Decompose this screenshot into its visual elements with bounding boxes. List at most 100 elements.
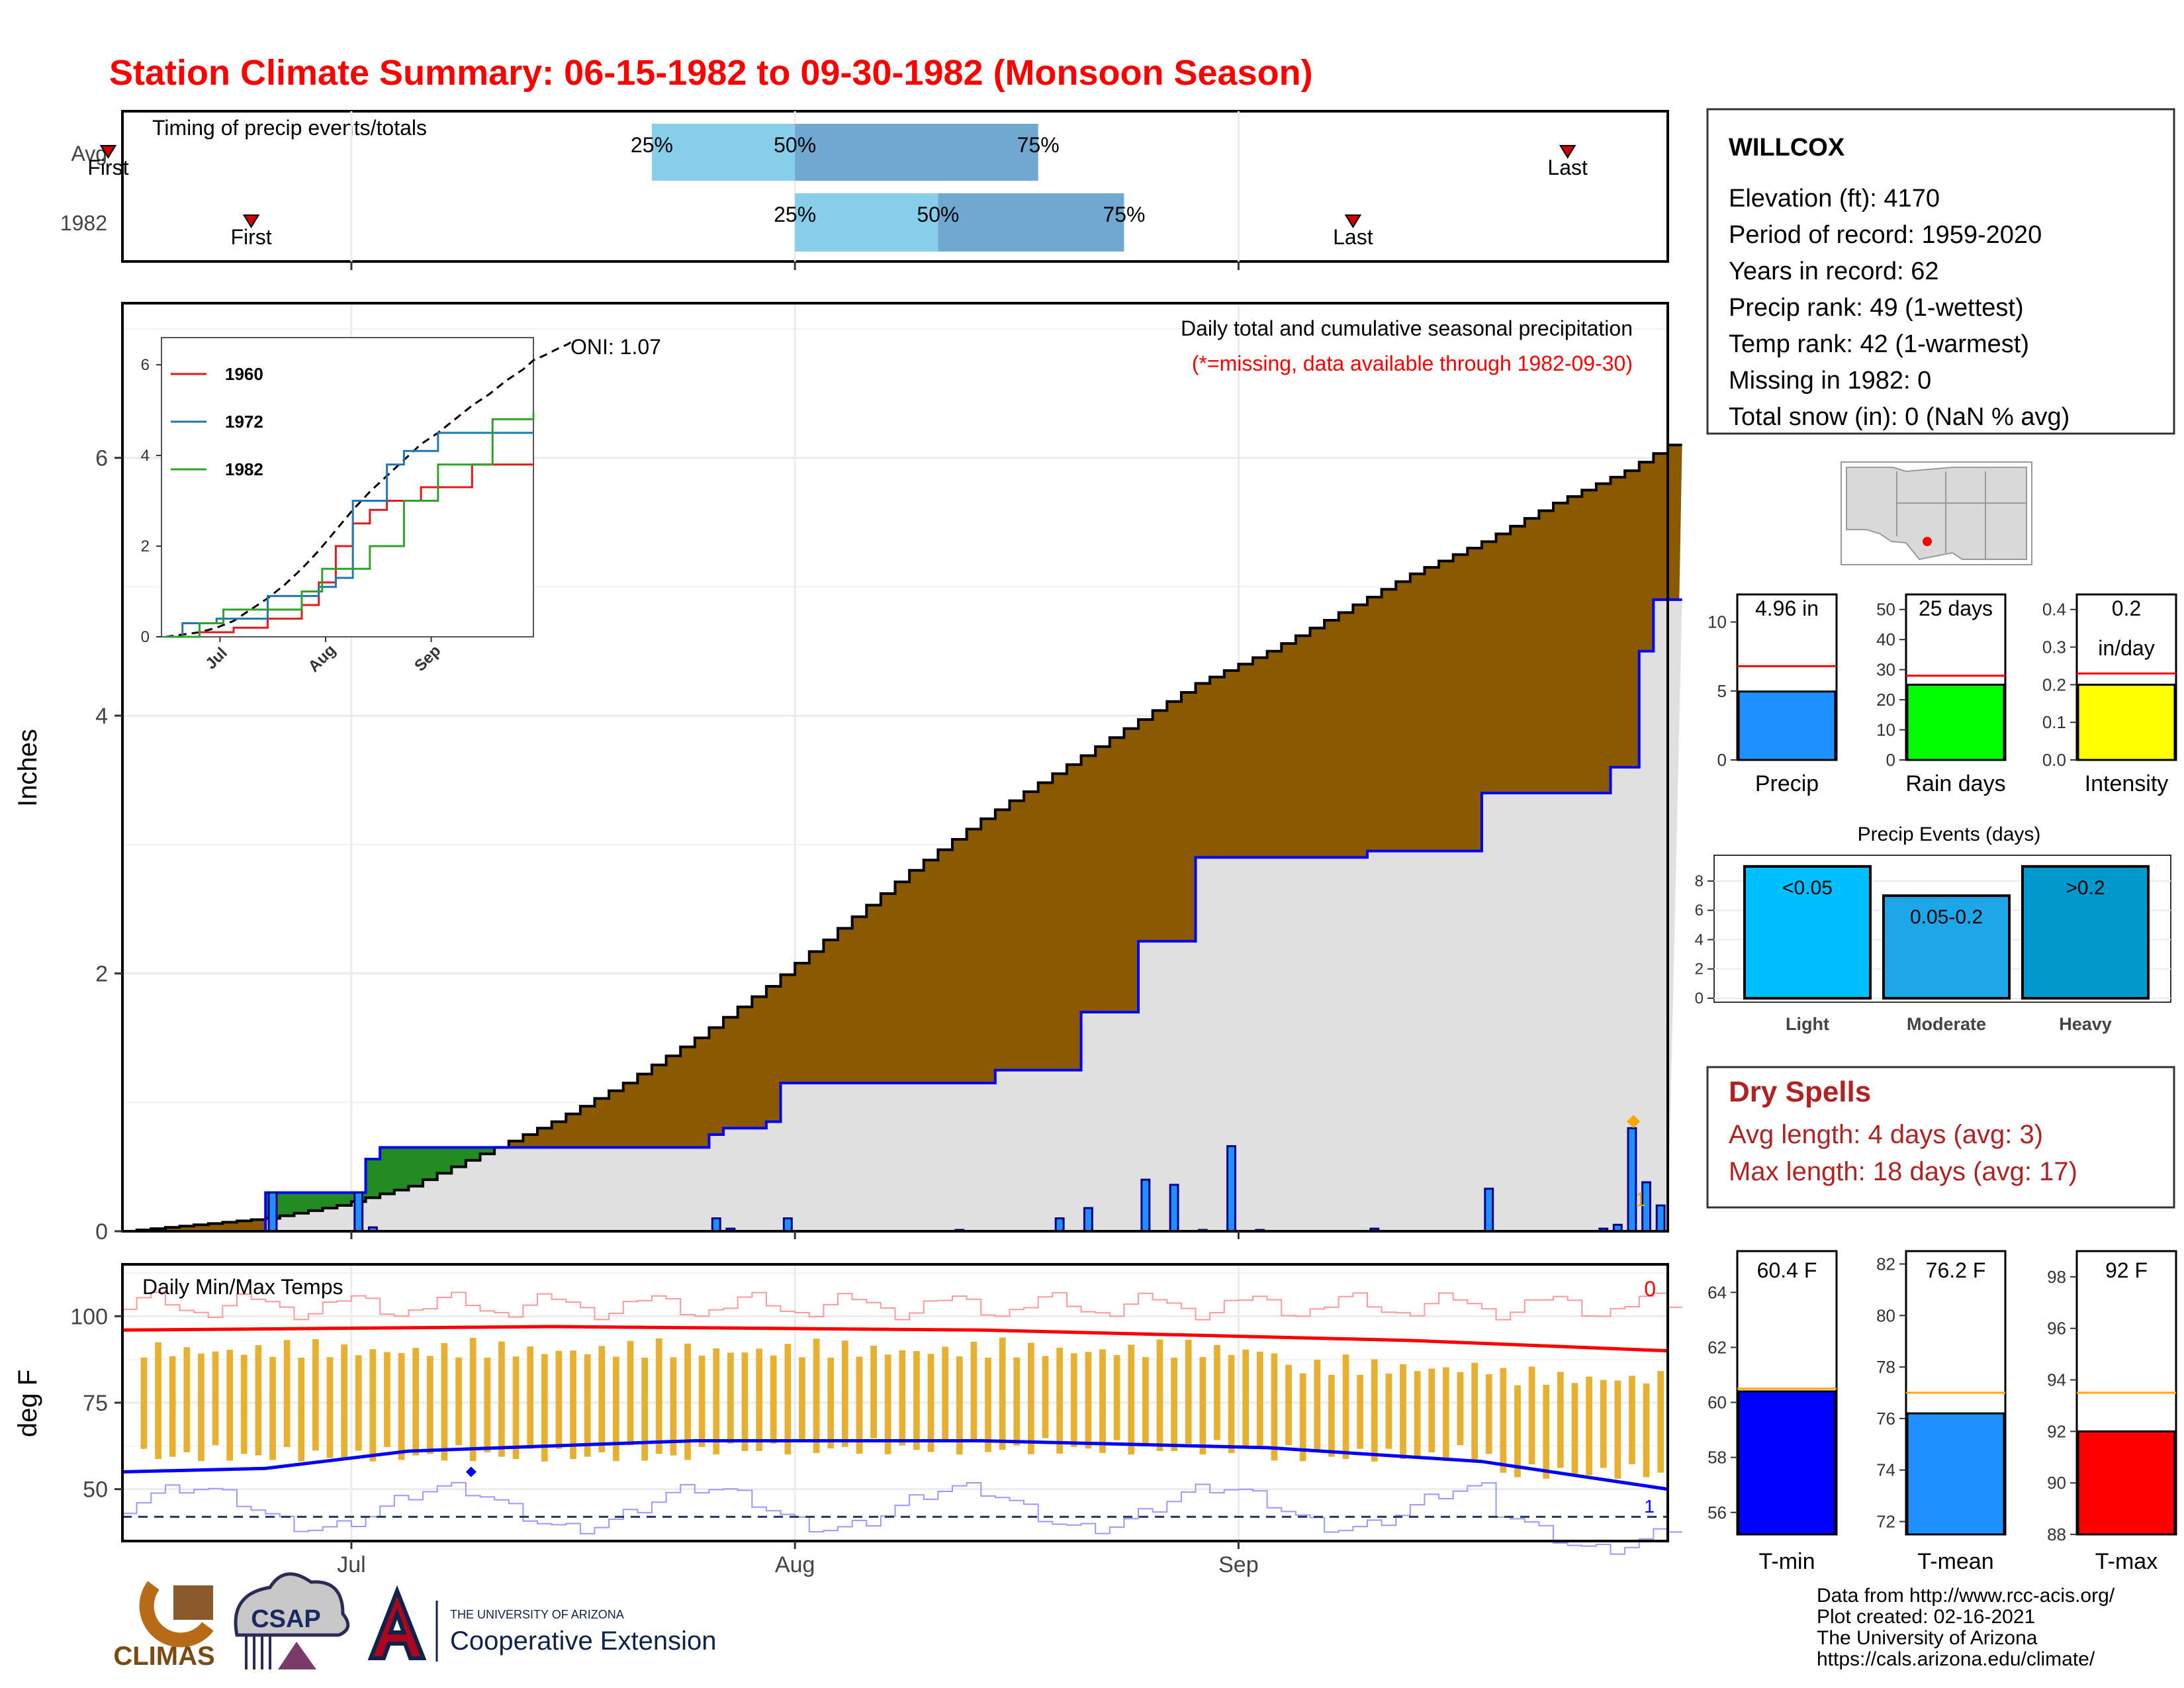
daily-temp-bar [598,1346,606,1452]
temp-bar-ytick-label: 76 [1876,1409,1895,1429]
station-detail: Temp rank: 42 (1-warmest) [1729,330,2029,358]
dry-spells-frame [1706,1066,2175,1209]
daily-precip-bar [1140,1178,1151,1233]
mini-bar-value [1737,690,1837,761]
temp-bar-value [2077,1430,2176,1536]
daily-temp-bar [1028,1342,1034,1454]
daily-temp-bar [1242,1349,1250,1449]
daily-temp-bar [1543,1385,1550,1479]
event-bar-label: >0.2 [2066,877,2105,899]
inset-ytick-label: 0 [141,628,150,646]
temp-label: Daily Min/Max Temps [142,1275,343,1299]
daily-temp-bar [884,1354,891,1454]
daily-temp-bar [985,1357,991,1452]
temp-bar-ytick-label: 88 [2047,1524,2066,1544]
station-name: WILLCOX [1729,134,1845,162]
mini-bar-ytick-label: 0.2 [2042,675,2066,694]
temp-bar-name: T-mean [1917,1549,1993,1574]
event-category-label: Moderate [1907,1014,1986,1034]
timing-p25-label: 25% [774,203,816,226]
temp-bar-ytick-label: 90 [2047,1473,2066,1493]
daily-temp-bar [970,1341,978,1442]
temp-bar-ytick-label: 92 [2047,1421,2066,1441]
daily-temp-bar [1085,1352,1092,1449]
daily-precip-bar [1054,1217,1065,1233]
temp-bar-name: T-min [1759,1549,1815,1574]
temp-bar-ytick-label: 78 [1876,1357,1895,1377]
daily-temp-bar [183,1347,191,1452]
daily-precip-bar [1083,1207,1093,1233]
precip-panel: Daily total and cumulative seasonal prec… [13,302,1682,1244]
footer-credits: Data from http://www.rcc-acis.org/Plot c… [1817,1585,2115,1670]
temp-bar-ytick-label: 80 [1876,1305,1895,1325]
csap-logo-cloud [234,1572,350,1637]
temp-count-top: 0 [1644,1277,1656,1301]
ua-line1: THE UNIVERSITY OF ARIZONA [450,1608,624,1621]
last-event-marker [1559,145,1576,159]
first-event-marker [242,214,260,228]
timing-p50-label: 50% [774,133,816,157]
timing-bar-25-50 [795,193,938,252]
daily-temp-bar [999,1337,1006,1450]
min-temp-marker [465,1466,477,1477]
precip-ytick-label: 4 [95,704,108,729]
daily-temp-bar [1056,1347,1063,1454]
daily-temp-bar [799,1357,805,1440]
daily-temp-bar [1428,1368,1435,1453]
daily-temp-bar [1514,1385,1521,1477]
event-category-label: Light [1786,1014,1829,1034]
daily-temp-bar [1299,1373,1306,1462]
mini-bar-ytick-label: 10 [1876,720,1895,740]
events-ytick-label: 0 [1695,990,1704,1008]
events-content: 0 2 4 6 8 <0.05 Light 0.05-0.2 Moderate >0.2 Heavy [1695,865,2171,1034]
temp-bar-ytick-label: 58 [1707,1448,1727,1468]
daily-temp-bar [1629,1376,1635,1464]
timing-label: Timing of precip events/totals [152,116,427,140]
daily-temp-bar [584,1354,591,1457]
daily-temp-bar [813,1338,820,1453]
daily-temp-bar [1586,1376,1592,1476]
mini-bar-value [1906,683,2005,761]
precip-ytick-label: 0 [95,1219,108,1244]
temp-bar-ytick-label: 74 [1876,1460,1895,1480]
footer-credit-line: The University of Arizona [1817,1627,2038,1649]
daily-temp-bar [140,1357,148,1449]
inset-legend-label: 1982 [225,459,263,479]
temp-ytick-label: 75 [83,1391,108,1416]
x-tick-label: Sep [1218,1552,1259,1577]
mini-bar-value-unit: in/day [2098,636,2154,660]
events-ytick-label: 2 [1695,961,1704,978]
daily-temp-bar [398,1352,405,1460]
daily-temp-bar [1614,1380,1621,1479]
daily-temp-bar [942,1346,949,1442]
seasonal-bars: 0 5 10 4.96 in Precip 0 10 20 30 40 50 25 days Rain … [1707,593,2177,796]
daily-precip-bar [267,1192,278,1233]
daily-temp-bar [1385,1374,1392,1449]
daily-temp-bar [627,1340,634,1446]
last-event-label: Last [1547,156,1588,179]
daily-temp-bar [1142,1357,1149,1444]
daily-temp-bar [1271,1353,1278,1461]
inset-ytick-label: 4 [141,447,150,465]
daily-temp-bar [512,1356,520,1460]
record-max-line [122,1291,1682,1321]
csap-logo-text: CSAP [251,1605,321,1633]
precip-ylabel: Inches [13,729,42,807]
temp-bar-ytick-label: 98 [2047,1267,2066,1287]
daily-temp-bar [1471,1362,1478,1461]
timing-row-1982-label: 1982 [60,211,107,235]
daily-temp-bar [1371,1359,1378,1462]
above-average-area [265,1147,495,1219]
dry-spells-title: Dry Spells [1729,1076,1871,1108]
daily-temp-bar [412,1348,420,1456]
climas-logo-text: CLIMAS [113,1642,214,1671]
average-cumulative-line [122,444,1682,1233]
daily-temp-bar [155,1342,161,1460]
ua-logo: THE UNIVERSITY OF ARIZONA Cooperative Ex… [367,1585,716,1662]
daily-temp-bar [555,1350,563,1449]
daily-temp-bar [1528,1366,1535,1465]
daily-temp-bar [426,1356,433,1454]
daily-temp-bar [913,1351,920,1450]
footer-credit-line: Plot created: 02-16-2021 [1817,1606,2035,1628]
